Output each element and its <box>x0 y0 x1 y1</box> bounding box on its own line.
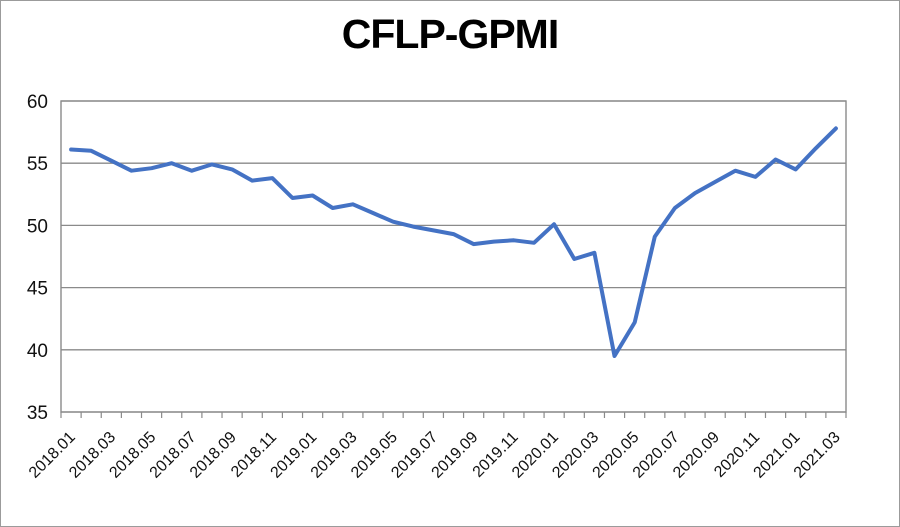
y-axis-tick-label: 60 <box>27 92 48 113</box>
y-axis-tick-label: 50 <box>27 216 48 237</box>
y-axis-tick-label: 40 <box>27 341 48 362</box>
y-axis-tick-label: 35 <box>27 403 48 424</box>
y-axis-tick-label: 45 <box>27 279 48 300</box>
gpmi-data-line <box>69 126 838 358</box>
y-axis-tick-label: 55 <box>27 154 48 175</box>
chart-title: CFLP-GPMI <box>341 11 559 57</box>
plot-border <box>60 100 847 413</box>
